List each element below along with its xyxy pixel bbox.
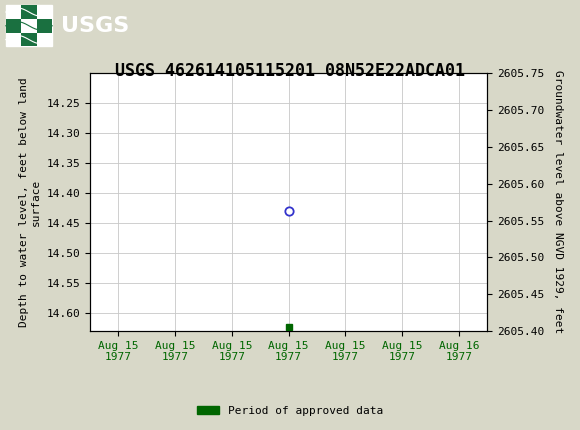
Y-axis label: Depth to water level, feet below land
surface: Depth to water level, feet below land su… xyxy=(19,77,41,327)
Bar xyxy=(6,5,21,19)
Bar xyxy=(37,19,52,33)
Bar xyxy=(6,33,21,46)
Text: USGS 462614105115201 08N52E22ADCA01: USGS 462614105115201 08N52E22ADCA01 xyxy=(115,62,465,80)
Bar xyxy=(37,33,52,46)
Bar xyxy=(37,5,52,19)
Bar xyxy=(21,19,37,33)
FancyBboxPatch shape xyxy=(6,5,52,46)
Y-axis label: Groundwater level above NGVD 1929, feet: Groundwater level above NGVD 1929, feet xyxy=(553,71,563,334)
Legend: Period of approved data: Period of approved data xyxy=(193,401,387,420)
Bar xyxy=(21,33,37,46)
Bar xyxy=(21,5,37,19)
Text: USGS: USGS xyxy=(61,16,129,36)
Bar xyxy=(6,19,21,33)
